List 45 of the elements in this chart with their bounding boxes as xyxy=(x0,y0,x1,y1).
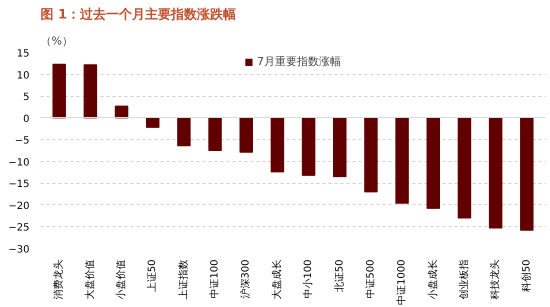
y-tick-label: −20 xyxy=(8,200,30,212)
y-tick-label: 10 xyxy=(16,70,30,82)
x-tick-label: 北证50 xyxy=(333,259,346,292)
chart-title: 图 1：过去一个月主要指数涨跌幅 xyxy=(40,6,236,22)
x-tick-label: 中证100 xyxy=(208,259,221,299)
bar xyxy=(395,117,409,204)
x-tick-label: 大盘成长 xyxy=(270,260,283,300)
legend-label: 7月重要指数涨幅 xyxy=(257,54,341,69)
bar xyxy=(146,117,160,128)
x-tick-label: 创业板指 xyxy=(458,260,470,300)
x-tick-label: 中小100 xyxy=(302,259,314,299)
bar xyxy=(426,117,440,209)
bar xyxy=(52,64,66,118)
x-tick-label: 中证500 xyxy=(364,259,376,299)
y-tick-label: −25 xyxy=(8,222,30,234)
y-tick-label: −30 xyxy=(8,244,30,256)
x-tick-label: 小盘成长 xyxy=(426,260,439,300)
bar xyxy=(114,106,128,118)
bar xyxy=(208,117,222,151)
x-tick-label: 科创50 xyxy=(520,259,532,292)
x-tick-label: 科技龙头 xyxy=(489,260,502,300)
y-tick-label: 5 xyxy=(23,92,30,104)
bar xyxy=(302,117,316,176)
y-tick-label: −10 xyxy=(8,157,30,168)
bar xyxy=(84,64,98,118)
x-tick-label: 上证指数 xyxy=(177,260,190,300)
bar xyxy=(333,117,346,178)
bar xyxy=(270,117,284,172)
x-tick-label: 沪深300 xyxy=(240,259,252,299)
bar xyxy=(364,117,378,192)
y-tick-label: 0 xyxy=(23,114,30,125)
x-tick-label: 消费龙头 xyxy=(52,260,65,300)
y-tick-label: −15 xyxy=(8,179,30,190)
y-tick-label: 15 xyxy=(16,48,30,60)
y-tick-label: −5 xyxy=(14,136,30,147)
bar xyxy=(520,117,534,231)
x-tick-label: 小盘价值 xyxy=(115,260,128,300)
x-tick-label: 大盘价值 xyxy=(84,260,96,300)
x-tick-label: 上证50 xyxy=(146,259,158,292)
bar xyxy=(240,117,253,153)
bar xyxy=(488,117,502,229)
bar xyxy=(458,117,472,219)
bar xyxy=(177,117,191,146)
y-axis-title: （%） xyxy=(40,34,73,48)
x-tick-label: 中证1000 xyxy=(396,259,408,305)
